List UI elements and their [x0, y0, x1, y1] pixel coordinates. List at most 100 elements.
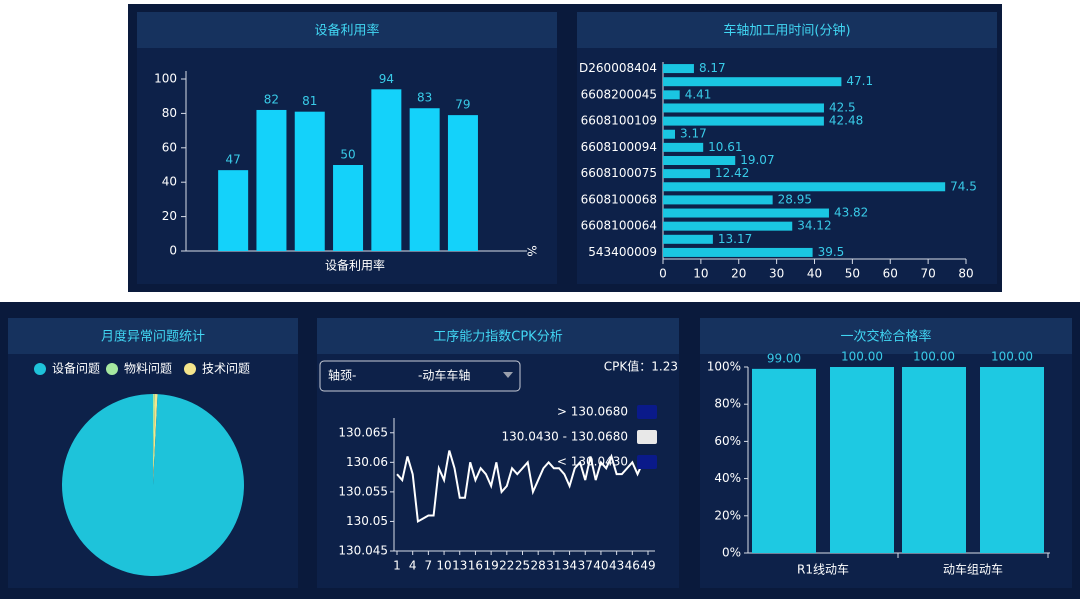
- bar: [663, 234, 713, 244]
- x-tick-label: 7: [425, 559, 433, 573]
- panel: [317, 318, 679, 588]
- y-tick-label: 6608100094: [581, 140, 657, 154]
- pie-slice: [61, 394, 244, 577]
- x-tick-label: 动车组动车: [943, 562, 1003, 577]
- x-tick-label: 19: [483, 559, 498, 573]
- value-label: 10.61: [708, 140, 742, 154]
- value-label: 100.00: [913, 350, 955, 364]
- panel: [577, 12, 997, 284]
- bar: [663, 169, 711, 179]
- value-label: 74.5: [950, 179, 977, 193]
- value-label: 42.48: [829, 114, 863, 128]
- bar: [663, 90, 680, 100]
- visual-map-swatch: [637, 430, 657, 444]
- x-tick-label: 49: [640, 559, 655, 573]
- value-label: 99.00: [767, 351, 801, 365]
- y-tick-label: 543400009: [588, 245, 657, 259]
- visual-map-label: > 130.0680: [557, 405, 628, 419]
- value-label: 13.17: [718, 232, 752, 246]
- bar: [333, 165, 364, 251]
- x-tick-label: 28: [531, 559, 546, 573]
- y-tick-label: 80%: [714, 397, 741, 411]
- x-tick-label: 31: [546, 559, 561, 573]
- panel-header: [577, 12, 997, 48]
- dropdown[interactable]: [319, 360, 521, 392]
- y-tick-label: 40: [162, 175, 177, 189]
- pie-slice: [153, 394, 158, 485]
- value-label: 42.5: [829, 100, 856, 114]
- panel-header: [8, 318, 298, 354]
- value-label: 83: [417, 91, 432, 105]
- x-tick-label: 0: [659, 267, 667, 281]
- value-label: 100.00: [991, 350, 1033, 364]
- y-tick-label: 40%: [714, 471, 741, 485]
- value-label: 8.17: [699, 61, 726, 75]
- x-tick-label: 1: [393, 559, 401, 573]
- x-tick-label: 40: [807, 267, 822, 281]
- panel-header: [137, 12, 557, 48]
- panel-title: 工序能力指数CPK分析: [433, 330, 562, 345]
- bar: [663, 116, 824, 126]
- bar: [663, 103, 824, 113]
- value-label: 47: [226, 153, 241, 167]
- x-tick-label: 16: [468, 559, 483, 573]
- legend-label: 设备问题: [52, 362, 100, 376]
- value-label: 43.82: [834, 206, 868, 220]
- bar: [663, 247, 813, 257]
- x-tick-label: 10: [693, 267, 708, 281]
- x-tick-label: 22: [499, 559, 514, 573]
- panel-title: 车轴加工用时间(分钟): [723, 23, 850, 39]
- y-tick-label: 130.05: [346, 514, 388, 528]
- value-label: 28.95: [778, 192, 812, 206]
- y-tick-label: 80: [162, 106, 177, 120]
- x-tick-label: 60: [883, 267, 898, 281]
- y-tick-label: 60%: [714, 434, 741, 448]
- x-tick-label: 80: [958, 267, 973, 281]
- bar: [663, 182, 946, 192]
- bar: [663, 142, 704, 152]
- panel-title: 设备利用率: [314, 23, 379, 39]
- bar: [663, 156, 736, 165]
- pie-slice: [153, 394, 155, 485]
- x-tick-label: 20: [731, 267, 746, 281]
- cpk-value: CPK值：1.23: [604, 359, 678, 374]
- x-tick-label: R1线动车: [797, 562, 849, 577]
- legend-marker: [34, 363, 46, 375]
- bar: [294, 111, 325, 252]
- value-label: 47.1: [846, 74, 873, 88]
- bar: [218, 170, 249, 251]
- y-tick-label: 130.055: [338, 484, 388, 498]
- panel-header: [317, 318, 679, 354]
- value-label: 81: [302, 94, 317, 108]
- y-tick-label: 130.045: [338, 544, 388, 558]
- y-tick-label: 130.06: [346, 455, 388, 469]
- visual-map-label: < 130.0430: [557, 455, 628, 469]
- panel-title: 一次交检合格率: [840, 329, 931, 345]
- bar: [663, 208, 829, 218]
- legend-label: 技术问题: [202, 362, 250, 376]
- line: [396, 450, 649, 524]
- bar: [256, 109, 287, 252]
- bar: [752, 368, 816, 553]
- x-tick-label: 25: [515, 559, 530, 573]
- panel-header: [700, 318, 1072, 354]
- x-tick-label: 13: [452, 559, 467, 573]
- value-label: 4.41: [685, 87, 712, 101]
- x-axis-label: 设备利用率: [325, 258, 385, 273]
- dropdown-arrow: [503, 372, 513, 378]
- y-unit-label: %: [525, 245, 539, 256]
- dropdown-text: -动车车轴: [418, 368, 470, 383]
- value-label: 94: [379, 72, 394, 86]
- x-tick-label: 30: [769, 267, 784, 281]
- x-tick-label: 10: [436, 559, 451, 573]
- x-tick-label: 70: [920, 267, 935, 281]
- y-tick-label: D260008404: [579, 61, 657, 75]
- y-tick-label: 130.065: [338, 425, 388, 439]
- value-label: 50: [340, 148, 355, 162]
- y-tick-label: 6608100064: [581, 219, 657, 233]
- y-tick-label: 6608100109: [581, 114, 657, 128]
- bar: [371, 89, 402, 251]
- x-tick-label: 50: [845, 267, 860, 281]
- x-tick-label: 43: [609, 559, 624, 573]
